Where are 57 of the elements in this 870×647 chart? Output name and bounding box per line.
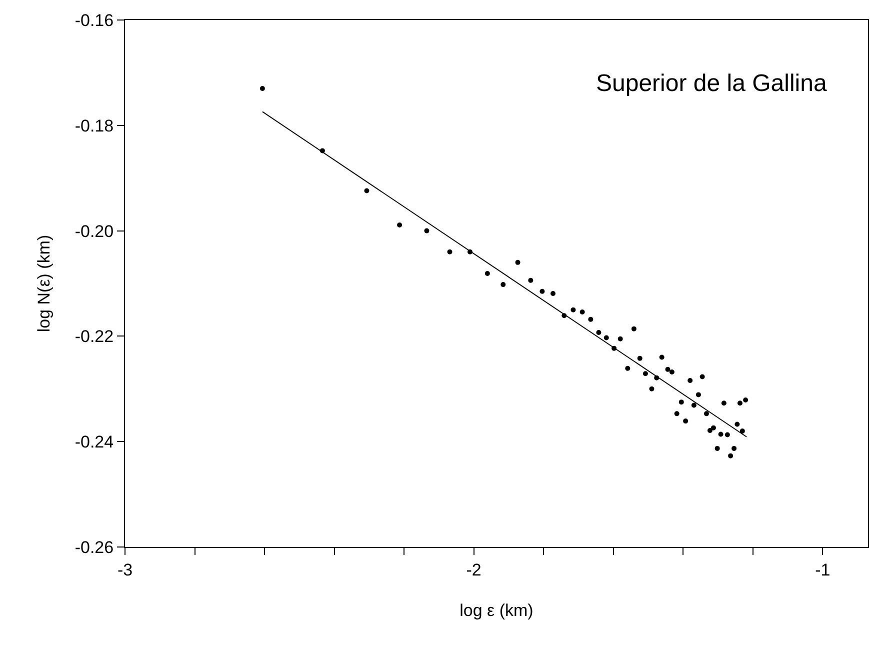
point <box>570 307 576 312</box>
point <box>700 374 705 380</box>
point <box>260 86 265 92</box>
point <box>580 309 585 314</box>
point <box>714 446 720 451</box>
point <box>718 432 724 437</box>
point <box>588 316 594 322</box>
point <box>737 400 742 406</box>
point <box>540 288 545 294</box>
point <box>604 335 609 340</box>
point <box>500 282 506 288</box>
x-tick-label: -2 <box>466 560 482 580</box>
point <box>734 422 740 427</box>
point <box>724 432 730 438</box>
point <box>618 336 623 342</box>
y-axis-title: log N(ε) (km) <box>34 234 54 332</box>
point <box>665 366 670 372</box>
point <box>707 428 712 434</box>
point <box>424 228 430 234</box>
y-tick-label: -0.20 <box>74 222 114 241</box>
y-tick-label: -0.22 <box>74 327 114 346</box>
point <box>732 446 737 451</box>
point <box>710 425 716 430</box>
point <box>743 397 748 402</box>
y-tick-label: -0.26 <box>74 538 114 557</box>
point <box>364 188 370 194</box>
y-tick-label: -0.18 <box>74 116 114 136</box>
point <box>683 418 688 424</box>
point <box>669 370 674 375</box>
y-tick-label: -0.16 <box>74 10 114 30</box>
point <box>674 411 680 416</box>
point <box>688 378 693 383</box>
point <box>721 400 726 406</box>
point <box>696 392 701 398</box>
point <box>678 400 684 405</box>
point <box>397 222 402 228</box>
point <box>631 326 636 332</box>
point <box>515 260 520 265</box>
point <box>728 453 734 458</box>
point <box>659 354 664 360</box>
y-tick-label: -0.24 <box>74 432 114 452</box>
point <box>691 402 696 408</box>
point <box>550 291 556 296</box>
point <box>704 411 709 416</box>
point <box>740 428 745 434</box>
point <box>637 356 642 361</box>
x-axis-title: log ε (km) <box>460 600 534 620</box>
point <box>484 270 490 276</box>
annotation: Superior de la Gallina <box>596 70 828 97</box>
point <box>447 249 452 254</box>
point <box>596 330 602 336</box>
point <box>528 278 534 283</box>
x-tick-label: -3 <box>117 560 133 580</box>
point <box>649 386 654 392</box>
x-tick-label: -1 <box>815 560 830 580</box>
point <box>642 371 648 376</box>
point <box>625 366 630 371</box>
